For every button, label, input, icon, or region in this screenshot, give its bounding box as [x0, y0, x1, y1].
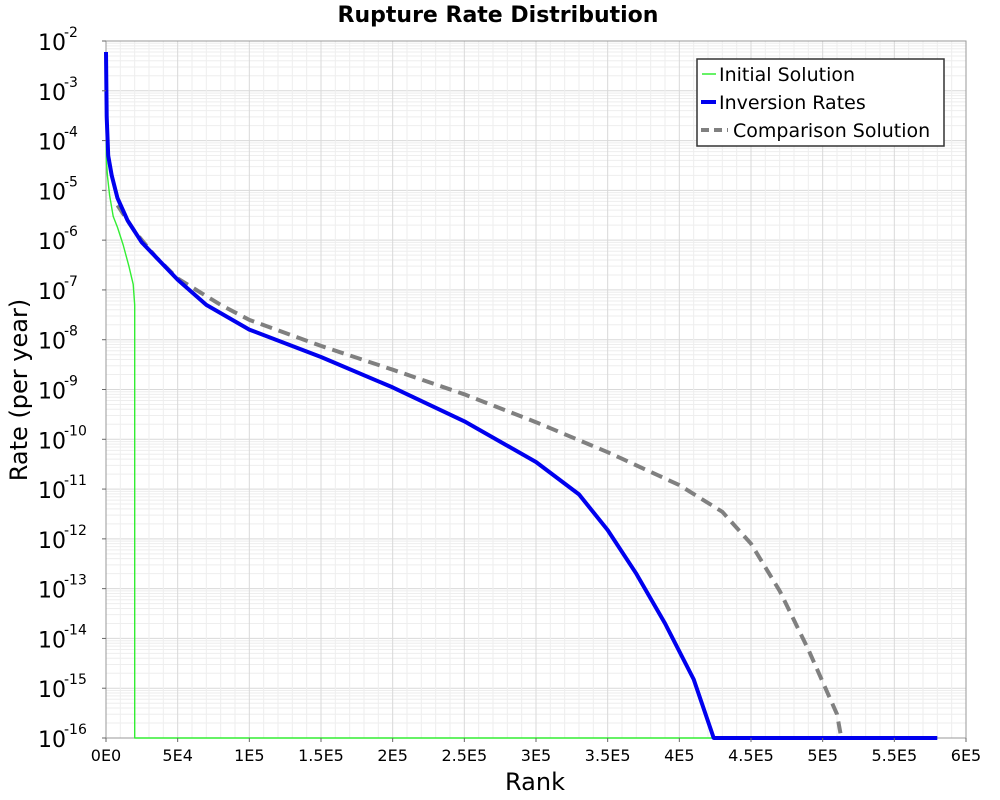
x-tick-label: 4.5E5	[728, 746, 774, 765]
y-tick-label-base: 10	[38, 330, 66, 355]
x-tick-label: 2.5E5	[441, 746, 487, 765]
x-tick-label: 6E5	[951, 746, 981, 765]
y-tick-label-exponent: -9	[64, 374, 78, 390]
x-tick-label: 0E0	[91, 746, 121, 765]
y-tick-label-exponent: -8	[64, 324, 78, 340]
y-tick-label-exponent: -16	[64, 722, 87, 738]
x-axis-ticks: 0E0 5E4 1E5 1.5E5 2E5 2.5E5 3E5 3.5E5 4E5 4.5E5 5E…	[91, 738, 981, 765]
legend-label-inversion: Inversion Rates	[719, 92, 866, 114]
y-tick-label-exponent: -10	[64, 423, 87, 439]
y-tick-label-base: 10	[38, 131, 66, 156]
y-tick-label-base: 10	[38, 380, 66, 405]
x-axis-label: Rank	[505, 768, 565, 796]
y-tick-label-exponent: -3	[64, 75, 78, 91]
y-tick-label-base: 10	[38, 429, 66, 454]
y-tick-label-exponent: -11	[64, 473, 87, 489]
x-tick-label: 2E5	[377, 746, 407, 765]
y-tick-label-exponent: -12	[64, 523, 87, 539]
y-tick-label-base: 10	[38, 529, 66, 554]
y-tick-label-base: 10	[38, 180, 66, 205]
series-line-inversion-rates	[104, 51, 938, 740]
y-tick-label-exponent: -14	[64, 622, 87, 638]
x-tick-label: 4E5	[664, 746, 694, 765]
y-axis-ticks: 10-210-310-410-510-610-710-810-910-1010-…	[38, 25, 106, 753]
y-tick-label-base: 10	[38, 81, 66, 106]
legend-label-initial: Initial Solution	[719, 64, 855, 86]
y-tick-label-exponent: -2	[64, 25, 78, 41]
series-line-comparison-solution	[115, 204, 844, 739]
y-tick-label-base: 10	[38, 628, 66, 653]
y-tick-label-base: 10	[38, 230, 66, 255]
series-line-initial-solution	[105, 105, 938, 739]
y-tick-label-exponent: -6	[64, 224, 78, 240]
y-tick-label-base: 10	[38, 728, 66, 753]
y-tick-label-exponent: -13	[64, 573, 87, 589]
y-tick-label-exponent: -5	[64, 174, 78, 190]
y-tick-label-base: 10	[38, 579, 66, 604]
chart-title: Rupture Rate Distribution	[338, 3, 659, 28]
x-tick-label: 5E4	[162, 746, 192, 765]
legend-box	[696, 58, 945, 147]
x-tick-label: 1E5	[234, 746, 264, 765]
y-tick-label-exponent: -7	[64, 274, 78, 290]
series-lines	[104, 51, 938, 740]
y-axis-label: Rate (per year)	[5, 299, 33, 481]
x-tick-label: 3.5E5	[585, 746, 631, 765]
x-tick-label: 3E5	[521, 746, 551, 765]
x-tick-label: 1.5E5	[298, 746, 344, 765]
y-tick-label-exponent: -15	[64, 672, 87, 688]
y-tick-label-base: 10	[38, 31, 66, 56]
x-tick-label: 5.5E5	[871, 746, 917, 765]
legend-label-comparison: Comparison Solution	[733, 120, 930, 142]
y-tick-label-base: 10	[38, 479, 66, 504]
y-tick-label-base: 10	[38, 280, 66, 305]
legend: Initial Solution Inversion Rates Compari…	[696, 58, 945, 147]
y-tick-label-base: 10	[38, 678, 66, 703]
x-tick-label: 5E5	[807, 746, 837, 765]
y-tick-label-exponent: -4	[64, 125, 78, 141]
